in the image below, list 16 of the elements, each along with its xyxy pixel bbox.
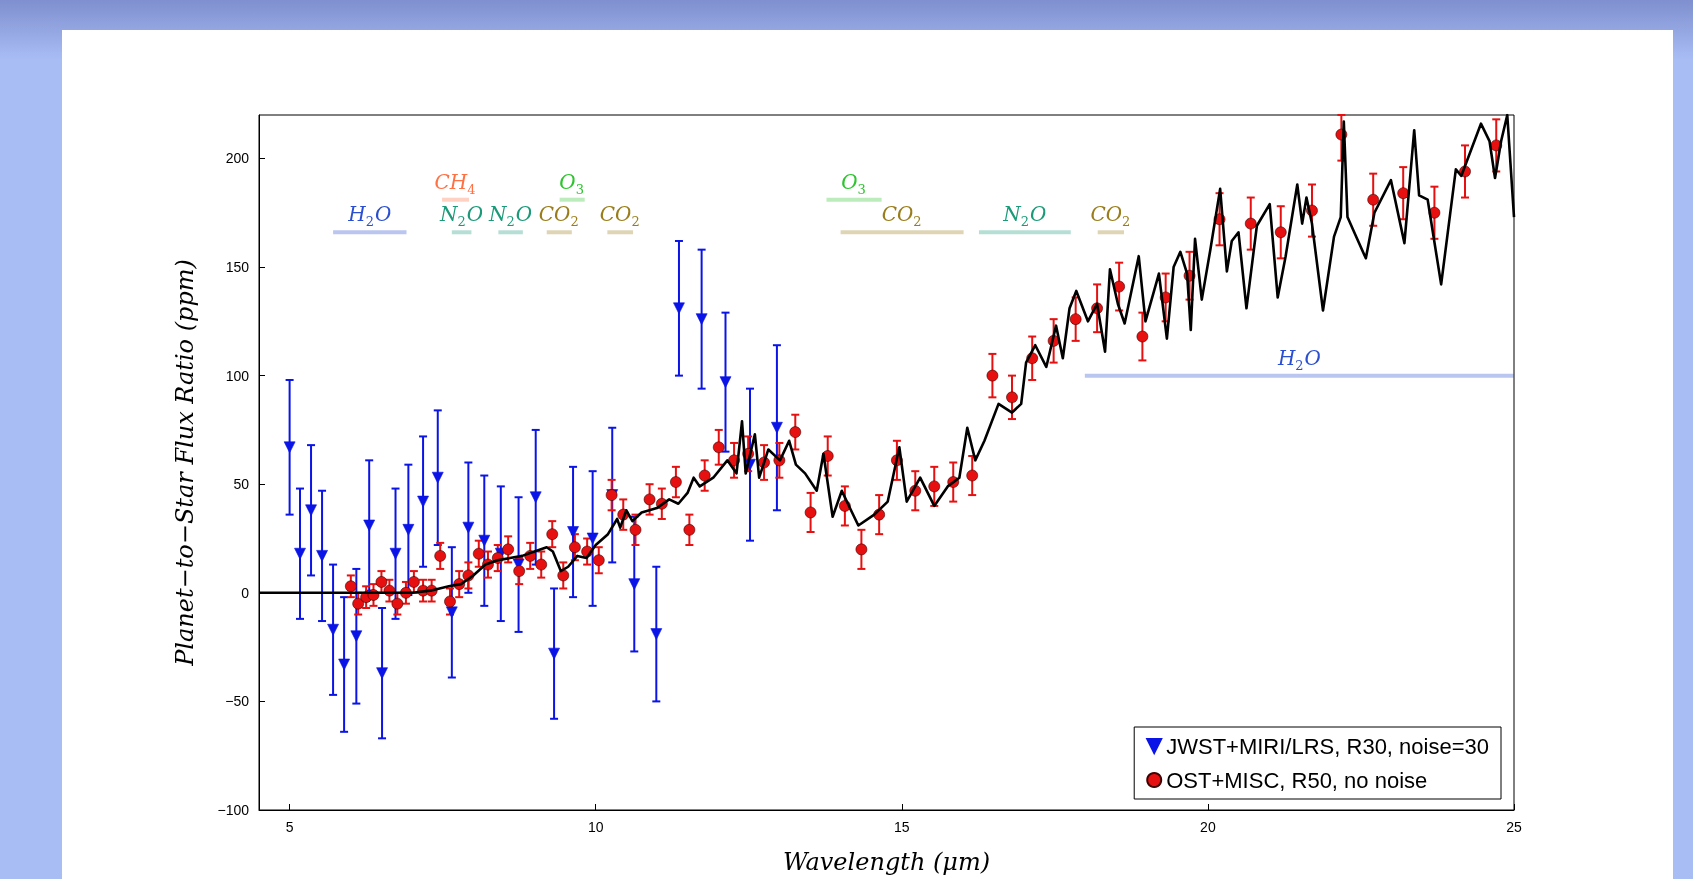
y-axis-title: Planet−to−Star Flux Ratio (ppm) [171, 259, 199, 667]
y-tick-label: 0 [241, 584, 250, 601]
x-tick-label: 25 [1506, 819, 1522, 835]
x-tick-label: 15 [894, 819, 910, 835]
legend-label: OST+MISC, R50, no noise [1166, 767, 1428, 793]
y-tick-label: 50 [233, 476, 250, 493]
y-tick-label: −100 [217, 802, 250, 818]
x-tick-label: 10 [587, 819, 604, 835]
x-tick-label: 5 [285, 819, 294, 835]
x-tick-label: 20 [1200, 819, 1216, 835]
x-axis-title: Wavelength (μm) [782, 848, 991, 876]
y-tick-label: 200 [225, 150, 250, 167]
legend-label: JWST+MIRI/LRS, R30, noise=30 [1166, 733, 1489, 759]
y-tick-label: 150 [225, 259, 250, 276]
y-tick-label: −50 [225, 693, 250, 710]
y-tick-label: 100 [225, 367, 250, 384]
